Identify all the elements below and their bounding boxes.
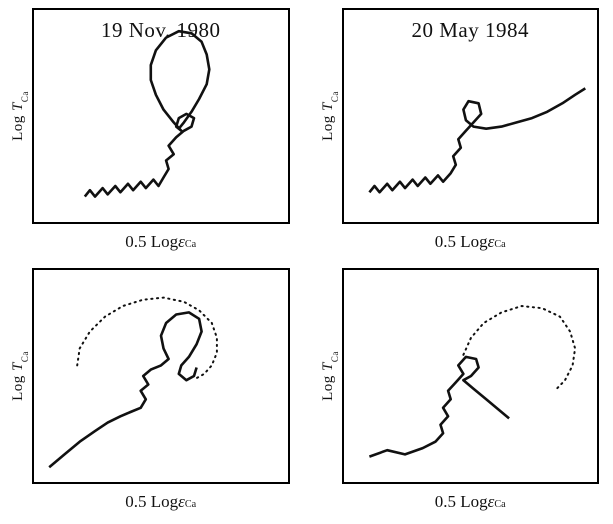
y-axis-subscript: Ca xyxy=(329,91,340,103)
y-axis-subscript: Ca xyxy=(20,351,31,363)
trajectory-plot xyxy=(48,296,218,469)
y-axis-symbol: T xyxy=(10,102,27,111)
x-axis-symbol: ε xyxy=(178,492,185,511)
plot-box: 20 May 1984 xyxy=(341,8,599,224)
x-axis-symbol: ε xyxy=(178,232,185,251)
x-axis-text: 0.5 Log xyxy=(125,232,179,251)
y-axis-symbol: T xyxy=(10,362,27,371)
x-axis-text: 0.5 Log xyxy=(434,492,488,511)
panel-title: 19 Nov. 1980 xyxy=(100,18,221,42)
x-axis-text: 0.5 Log xyxy=(125,492,179,511)
y-axis-text: Log xyxy=(319,370,336,401)
x-axis-subscript: Ca xyxy=(184,499,197,511)
trajectory-plot xyxy=(367,87,586,194)
panel-top-right: Log TCa 20 May 1984 0.5 Log ε Ca xyxy=(316,8,600,260)
y-axis-label: Log TCa xyxy=(6,8,32,224)
y-axis-text: Log xyxy=(10,370,27,401)
y-axis-subscript: Ca xyxy=(20,91,31,103)
x-axis-label: 0.5 Log ε Ca xyxy=(6,224,290,260)
x-axis-subscript: Ca xyxy=(184,239,197,251)
x-axis-label: 0.5 Log ε Ca xyxy=(316,224,600,260)
x-axis-label: 0.5 Log ε Ca xyxy=(316,484,600,520)
panel-top-left: Log TCa 19 Nov. 1980 0.5 Log ε Ca xyxy=(6,8,290,260)
y-axis-text: Log xyxy=(319,110,336,141)
y-axis-label: Log TCa xyxy=(6,268,32,484)
y-axis-subscript: Ca xyxy=(329,351,340,363)
x-axis-subscript: Ca xyxy=(494,239,506,251)
y-axis-symbol: T xyxy=(319,362,336,371)
panel-bottom-left: Log TCa 0.5 Log ε Ca xyxy=(6,268,290,520)
x-axis-symbol: ε xyxy=(487,492,495,511)
y-axis-label: Log TCa xyxy=(316,8,342,224)
y-axis-text: Log xyxy=(10,110,27,141)
y-axis-label: Log TCa xyxy=(316,268,342,484)
trajectory-plot xyxy=(368,305,576,458)
panel-title: 20 May 1984 xyxy=(411,18,529,42)
x-axis-symbol: ε xyxy=(487,232,495,251)
y-axis-symbol: T xyxy=(319,102,336,111)
plot-box: 19 Nov. 1980 xyxy=(32,8,290,224)
x-axis-text: 0.5 Log xyxy=(434,232,488,251)
plot-box xyxy=(341,268,599,484)
x-axis-label: 0.5 Log ε Ca xyxy=(6,484,290,520)
x-axis-subscript: Ca xyxy=(494,499,506,511)
panel-bottom-right: Log TCa 0.5 Log ε Ca xyxy=(316,268,600,520)
plot-box xyxy=(32,268,290,484)
trajectory-plot xyxy=(83,29,211,198)
